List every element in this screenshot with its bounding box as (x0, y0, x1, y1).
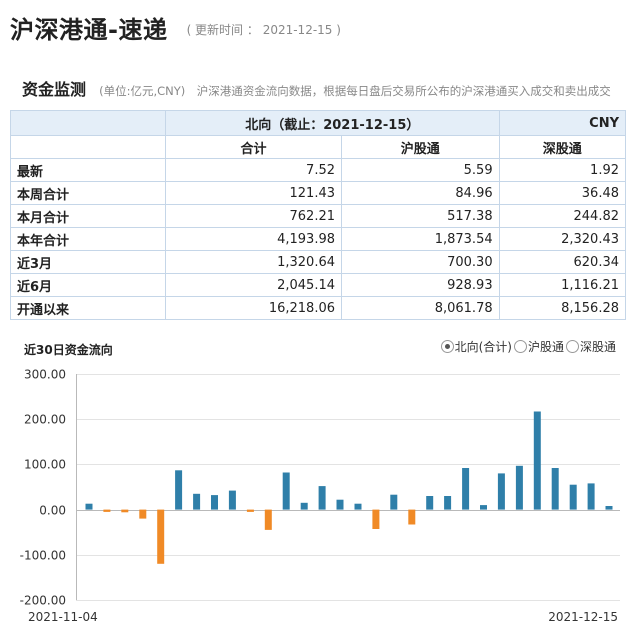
legend-option-sh[interactable]: 沪股通 (513, 338, 564, 355)
data-bar (211, 495, 218, 510)
data-bar (282, 472, 290, 510)
y-tick-label: 100.00 (24, 458, 66, 472)
section-header: 资金监测 (单位:亿元,CNY) 沪深港通资金流向数据，根据每日盘后交易所公布的… (22, 76, 634, 100)
row-value: 36.48 (498, 181, 627, 205)
row-label: 最新 (10, 158, 166, 182)
data-bar (569, 484, 577, 510)
row-value: 1,320.64 (165, 250, 342, 274)
row-value: 8,061.78 (341, 296, 500, 320)
row-label: 开通以来 (10, 296, 166, 320)
row-value: 8,156.28 (498, 296, 627, 320)
column-header-sh: 沪股通 (341, 135, 500, 159)
table-row: 本年合计 4,193.98 1,873.54 2,320.43 (10, 227, 627, 251)
radio-icon[interactable] (513, 340, 527, 353)
row-value: 244.82 (498, 204, 627, 228)
data-bar (444, 496, 452, 510)
row-value: 84.96 (341, 181, 500, 205)
currency-label: CNY (498, 110, 627, 136)
row-value: 121.43 (165, 181, 342, 205)
data-bar (228, 490, 236, 510)
data-bar (515, 465, 523, 510)
data-bar (462, 468, 470, 510)
data-bar (336, 499, 344, 510)
row-value: 700.30 (341, 250, 500, 274)
radio-icon[interactable] (440, 340, 454, 353)
data-bar (193, 493, 201, 510)
y-tick-label: -100.00 (20, 549, 66, 563)
data-bar (408, 509, 416, 525)
data-bar (390, 494, 398, 510)
row-value: 4,193.98 (165, 227, 342, 251)
table-row: 本周合计 121.43 84.96 36.48 (10, 181, 627, 205)
table-row: 近3月 1,320.64 700.30 620.34 (10, 250, 627, 274)
y-tick-label: 0.00 (39, 504, 66, 518)
row-value: 620.34 (498, 250, 627, 274)
data-bar (246, 509, 254, 512)
row-label: 本月合计 (10, 204, 166, 228)
data-bar (175, 470, 183, 510)
table-header-row: 合计 沪股通 深股通 (10, 135, 627, 159)
row-value: 16,218.06 (165, 296, 342, 320)
column-header-sz: 深股通 (498, 135, 627, 159)
radio-icon[interactable] (565, 340, 579, 353)
row-value: 928.93 (341, 273, 500, 297)
data-bar (605, 506, 613, 510)
row-value: 1.92 (498, 158, 627, 182)
row-label: 近6月 (10, 273, 166, 297)
data-bar (354, 503, 362, 510)
table-row: 最新 7.52 5.59 1.92 (10, 158, 627, 182)
legend-label: 北向(合计) (454, 340, 512, 354)
data-bar (497, 473, 505, 510)
legend-label: 深股通 (579, 340, 616, 354)
row-value: 762.21 (165, 204, 342, 228)
row-value: 2,320.43 (498, 227, 627, 251)
row-value: 2,045.14 (165, 273, 342, 297)
fund-flow-table: 北向（截止：2021-12-15） CNY 合计 沪股通 深股通 最新 7.52 5… (10, 110, 627, 320)
data-bar (551, 468, 559, 510)
column-header-total: 合计 (165, 135, 342, 159)
table-row: 近6月 2,045.14 928.93 1,116.21 (10, 273, 627, 297)
table-caption: 北向（截止：2021-12-15） (165, 110, 500, 136)
table-row: 开通以来 16,218.06 8,061.78 8,156.28 (10, 296, 627, 320)
page-header: 沪深港通-速递 ( 更新时间 ： 2021-12-15 ) (10, 10, 341, 45)
legend-option-sz[interactable]: 深股通 (565, 338, 616, 355)
row-value: 5.59 (341, 158, 500, 182)
data-bar (533, 411, 541, 510)
data-bar (264, 509, 272, 530)
row-value: 7.52 (165, 158, 342, 182)
data-bar (121, 509, 129, 513)
data-bar (318, 486, 326, 510)
row-label: 本周合计 (10, 181, 166, 205)
row-value: 1,116.21 (498, 273, 627, 297)
x-end-label: 2021-12-15 (548, 610, 618, 624)
data-bar (587, 483, 595, 510)
legend-label: 沪股通 (527, 340, 564, 354)
flow-bar-chart: 300.00 200.00 100.00 0.00 -100.00 -200.00 2021… (20, 368, 620, 624)
data-bar (372, 509, 380, 529)
data-bar (157, 509, 165, 564)
y-tick-label: -200.00 (20, 594, 66, 608)
section-description: (单位:亿元,CNY) 沪深港通资金流向数据，根据每日盘后交易所公布的沪深港通买… (99, 84, 611, 98)
data-bar (300, 502, 308, 510)
y-tick-label: 300.00 (24, 368, 66, 382)
data-bar (103, 509, 111, 512)
page-title: 沪深港通-速递 (10, 16, 168, 44)
x-start-label: 2021-11-04 (28, 610, 98, 624)
table-caption-row: 北向（截止：2021-12-15） CNY (10, 110, 627, 136)
data-bar (85, 503, 93, 510)
row-label: 本年合计 (10, 227, 166, 251)
table-row: 本月合计 762.21 517.38 244.82 (10, 204, 627, 228)
update-time: ( 更新时间 ： 2021-12-15 ) (186, 23, 341, 37)
y-tick-label: 200.00 (24, 413, 66, 427)
row-label: 近3月 (10, 250, 166, 274)
chart-title: 近30日资金流向 (24, 343, 113, 357)
data-bar (480, 505, 487, 510)
row-value: 1,873.54 (341, 227, 500, 251)
chart-legend: 北向(合计) 沪股通 深股通 (439, 338, 616, 355)
legend-option-northbound[interactable]: 北向(合计) (440, 338, 512, 355)
section-title: 资金监测 (22, 80, 87, 99)
row-value: 517.38 (341, 204, 500, 228)
data-bar (426, 496, 434, 510)
data-bar (139, 509, 147, 519)
